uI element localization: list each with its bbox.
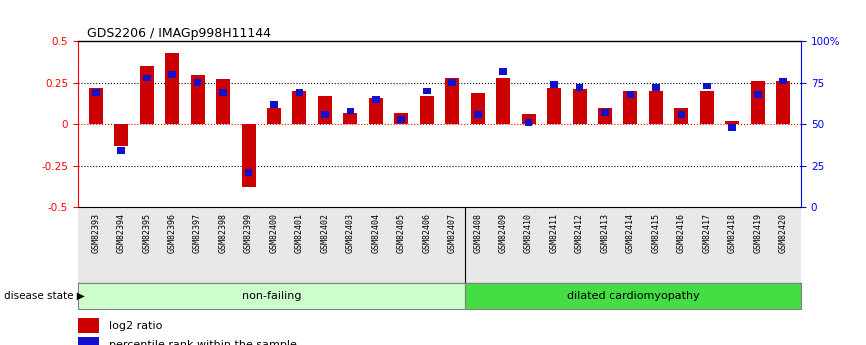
Bar	[372, 96, 379, 103]
Bar	[168, 71, 176, 78]
Text: GSM82409: GSM82409	[499, 213, 507, 253]
Text: GSM82411: GSM82411	[550, 213, 559, 253]
Bar	[139, 66, 153, 124]
Bar	[369, 98, 383, 124]
Bar	[114, 124, 128, 146]
Bar	[321, 111, 329, 118]
Bar	[423, 88, 430, 95]
Text: GSM82415: GSM82415	[651, 213, 661, 253]
Text: GSM82410: GSM82410	[524, 213, 533, 253]
Bar	[242, 124, 255, 187]
Text: percentile rank within the sample: percentile rank within the sample	[109, 339, 297, 345]
Bar	[465, 283, 801, 309]
Bar	[346, 108, 354, 114]
Text: log2 ratio: log2 ratio	[109, 321, 163, 331]
Text: GSM82413: GSM82413	[600, 213, 610, 253]
Bar	[78, 337, 99, 345]
Bar	[675, 108, 688, 124]
Text: non-failing: non-failing	[242, 291, 301, 301]
Text: GSM82398: GSM82398	[218, 213, 228, 253]
Bar	[344, 112, 358, 124]
Bar	[525, 119, 533, 126]
Bar	[78, 318, 99, 333]
Text: GSM82407: GSM82407	[448, 213, 456, 253]
Bar	[754, 91, 761, 98]
Bar	[779, 78, 787, 85]
Text: GSM82406: GSM82406	[423, 213, 431, 253]
Text: GSM82417: GSM82417	[702, 213, 711, 253]
Text: GSM82408: GSM82408	[473, 213, 482, 253]
Bar	[649, 91, 662, 124]
Bar	[550, 81, 558, 88]
Bar	[194, 79, 202, 86]
Bar	[216, 79, 230, 124]
Bar	[776, 81, 791, 124]
Text: GSM82402: GSM82402	[320, 213, 329, 253]
Bar	[78, 283, 465, 309]
Bar	[270, 101, 278, 108]
Text: GSM82419: GSM82419	[753, 213, 762, 253]
Bar	[547, 88, 561, 124]
Bar	[627, 91, 634, 98]
Text: GSM82393: GSM82393	[91, 213, 100, 253]
Bar	[245, 169, 252, 176]
Bar	[397, 116, 405, 122]
Bar	[318, 96, 332, 124]
Bar	[293, 91, 307, 124]
Text: GSM82396: GSM82396	[168, 213, 177, 253]
Bar	[420, 96, 434, 124]
Bar	[726, 121, 740, 124]
Text: GSM82420: GSM82420	[779, 213, 788, 253]
Bar	[576, 85, 584, 91]
Bar	[92, 89, 100, 96]
Text: GSM82397: GSM82397	[193, 213, 202, 253]
Bar	[751, 81, 765, 124]
Bar	[449, 79, 456, 86]
Bar	[700, 91, 714, 124]
Bar	[496, 78, 510, 124]
Bar	[474, 111, 481, 118]
Bar	[267, 108, 281, 124]
Text: GDS2206 / IMAGp998H11144: GDS2206 / IMAGp998H11144	[87, 27, 270, 40]
Text: GSM82416: GSM82416	[677, 213, 686, 253]
Text: GSM82404: GSM82404	[372, 213, 380, 253]
Bar	[728, 124, 736, 131]
Text: GSM82394: GSM82394	[117, 213, 126, 253]
Text: GSM82405: GSM82405	[397, 213, 406, 253]
Text: GSM82399: GSM82399	[244, 213, 253, 253]
Bar	[445, 78, 459, 124]
Bar	[88, 88, 103, 124]
Bar	[143, 75, 151, 81]
Text: GSM82412: GSM82412	[575, 213, 584, 253]
Bar	[295, 89, 303, 96]
Text: GSM82414: GSM82414	[626, 213, 635, 253]
Bar	[165, 53, 179, 124]
Bar	[394, 112, 408, 124]
Bar	[471, 93, 485, 124]
Bar	[572, 89, 586, 124]
Bar	[219, 89, 227, 96]
Text: disease state ▶: disease state ▶	[4, 291, 85, 301]
Bar	[624, 91, 637, 124]
Text: GSM82401: GSM82401	[295, 213, 304, 253]
Bar	[703, 83, 711, 89]
Text: GSM82400: GSM82400	[269, 213, 279, 253]
Text: dilated cardiomyopathy: dilated cardiomyopathy	[567, 291, 700, 301]
Bar	[500, 68, 507, 75]
Bar	[118, 147, 125, 154]
Text: GSM82403: GSM82403	[346, 213, 355, 253]
Bar	[652, 85, 660, 91]
Bar	[521, 114, 535, 124]
Bar	[601, 109, 609, 116]
Bar	[677, 111, 685, 118]
Text: GSM82395: GSM82395	[142, 213, 152, 253]
Bar	[191, 75, 204, 124]
Bar	[598, 108, 612, 124]
Text: GSM82418: GSM82418	[727, 213, 737, 253]
